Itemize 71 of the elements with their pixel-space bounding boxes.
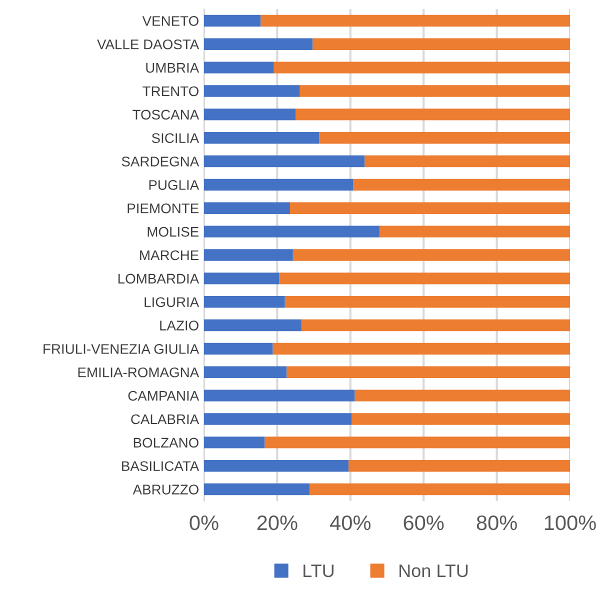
bar [302,319,570,332]
y-tick-label: MOLISE [148,226,199,237]
y-tick-label: PIEMONTE [128,203,199,214]
y-tick-label: LOMBARDIA [118,274,200,284]
bar [286,366,570,378]
bar [279,272,570,284]
bar [204,62,274,74]
y-tick-label: TRENTO [142,86,198,96]
bar [272,342,570,355]
bar [204,413,352,425]
bar [353,178,570,191]
bar [300,85,570,97]
bar [348,460,570,472]
y-tick-label: FRIULI-VENEZIA GIULIA [44,344,200,354]
legend-label: LTU [304,564,334,578]
bar [204,38,313,50]
bar [204,178,354,191]
bar [204,108,296,120]
y-tick-label: BOLZANO [134,438,198,448]
y-tick-label: MARCHE [140,250,199,260]
bar [204,436,265,448]
bar [204,390,355,402]
y-tick-label: CALABRIA [131,414,200,424]
bar [274,62,570,74]
bar [352,413,570,425]
bar [264,436,570,448]
legend-label: Non LTU [400,564,468,578]
y-tick-label: SICILIA [152,133,200,144]
x-tick-label: 20% [257,515,298,530]
bar [284,296,570,308]
y-tick-label: VENETO [142,16,198,26]
bar [292,249,570,261]
bar [204,226,380,238]
bar [204,483,310,496]
bar [204,132,320,144]
y-tick-label: CAMPANIA [128,390,200,401]
bar [204,85,300,97]
y-tick-label: ABRUZZO [132,484,198,494]
x-tick-label: 60% [404,515,444,530]
bar [204,296,285,308]
bar [380,226,570,238]
bar [354,390,570,402]
y-tick-label: EMILIA-ROMAGNA [78,367,200,378]
bar [310,483,570,496]
x-tick-label: 0% [190,515,218,530]
bar [290,202,570,214]
x-tick-label: 80% [476,515,517,530]
bar [312,38,570,50]
y-tick-label: LAZIO [160,320,198,330]
bar [204,272,280,284]
bar [204,342,273,355]
bar [204,366,287,378]
bar [260,14,570,27]
x-tick-label: 100% [544,515,596,530]
bar [204,14,261,27]
bar [204,460,349,472]
x-tick-label: 40% [330,515,371,530]
y-tick-label: TOSCANA [132,110,200,120]
bar [204,155,365,168]
bar [204,202,290,214]
y-tick-label: SARDEGNA [122,156,200,166]
bar [204,319,302,332]
bar [364,155,570,168]
bar [204,249,293,261]
y-tick-label: LIGURIA [144,297,200,308]
y-tick-label: BASILICATA [122,461,200,472]
y-tick-label: PUGLIA [149,180,200,190]
y-tick-label: VALLE DAOSTA [97,39,200,50]
bar [296,108,570,120]
bar [319,132,570,144]
y-tick-label: UMBRIA [146,63,200,73]
